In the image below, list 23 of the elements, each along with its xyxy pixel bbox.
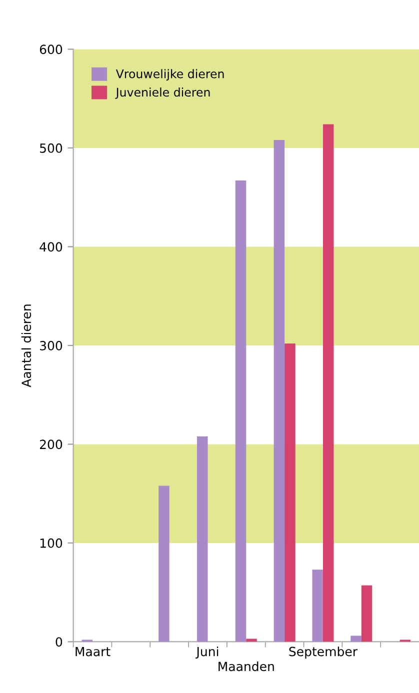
y-tick-label: 200	[40, 440, 62, 450]
legend-label: Juveniele dieren	[115, 88, 210, 99]
y-tick-label: 0	[56, 637, 62, 647]
bar	[158, 486, 170, 642]
x-tick-label: September	[289, 646, 358, 659]
bar	[284, 343, 296, 642]
bar	[197, 436, 208, 642]
y-tick-label: 600	[40, 44, 62, 54]
bar	[361, 585, 372, 642]
bar	[322, 124, 334, 642]
x-tick-label: Juni	[196, 646, 218, 659]
legend-label: Vrouwelijke dieren	[116, 69, 224, 81]
bar	[235, 180, 246, 642]
y-axis-title: Aantal dieren	[21, 304, 32, 388]
y-tick-label: 100	[40, 538, 62, 548]
bar	[274, 140, 285, 642]
y-tick-label: 400	[40, 242, 62, 252]
x-tick-label: Maart	[76, 646, 110, 656]
x-axis-title: Maanden	[218, 661, 274, 672]
y-tick-label: 300	[40, 340, 62, 350]
y-tick-label: 500	[40, 143, 62, 153]
bar	[350, 636, 362, 642]
bar	[312, 570, 323, 642]
